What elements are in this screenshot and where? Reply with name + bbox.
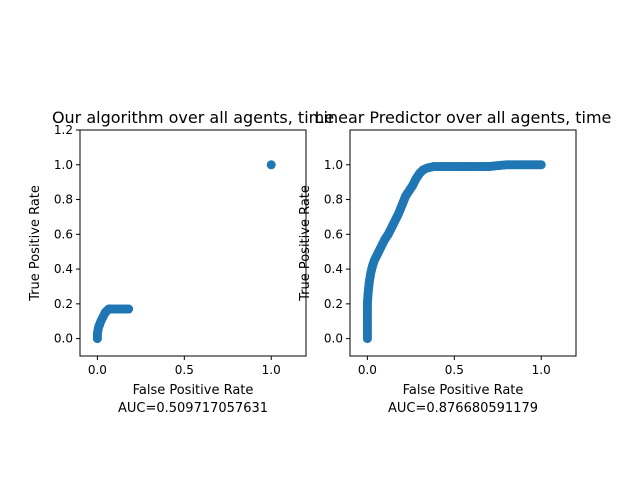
y-tick-label: 0.6	[54, 227, 73, 241]
x-axis-label: False Positive Rate	[403, 383, 524, 398]
x-tick-label: 0.5	[445, 363, 464, 377]
chart-title: Our algorithm over all agents, time	[52, 108, 334, 127]
y-tick-label: 0.8	[324, 193, 343, 207]
axes-frame	[79, 129, 307, 357]
y-tick-label: 0.4	[54, 262, 73, 276]
x-axis-ticks: 0.0 0.5 1.0	[358, 356, 551, 377]
data-point	[536, 160, 546, 170]
y-tick-label: 0.4	[324, 262, 343, 276]
y-tick-label: 1.0	[54, 158, 73, 172]
axes-frame	[349, 129, 577, 357]
plot-area	[92, 160, 276, 344]
y-axis-ticks: 0.0 0.2 0.4 0.6 0.8 1.0 1.2	[54, 123, 80, 346]
x-tick-label: 1.0	[532, 363, 551, 377]
data-point	[266, 160, 276, 170]
plot-area	[362, 160, 546, 344]
y-tick-label: 0.2	[324, 297, 343, 311]
roc-panel-linear-predictor: Linear Predictor over all agents, time 0…	[298, 108, 611, 416]
y-axis-label: True Positive Rate	[298, 185, 313, 302]
x-tick-label: 0.0	[358, 363, 377, 377]
y-tick-label: 0.0	[54, 332, 73, 346]
y-tick-label: 1.2	[54, 123, 73, 137]
y-tick-label: 1.0	[324, 158, 343, 172]
auc-label: AUC=0.876680591179	[388, 401, 538, 416]
x-axis-ticks: 0.0 0.5 1.0	[88, 356, 281, 377]
y-tick-label: 0.2	[54, 297, 73, 311]
x-axis-label: False Positive Rate	[133, 383, 254, 398]
auc-label: AUC=0.509717057631	[118, 401, 268, 416]
x-tick-label: 1.0	[262, 363, 281, 377]
y-tick-label: 0.8	[54, 193, 73, 207]
roc-panel-our-algorithm: Our algorithm over all agents, time 0.0 0…	[28, 108, 334, 416]
chart-title: Linear Predictor over all agents, time	[315, 108, 612, 127]
y-tick-label: 0.6	[324, 227, 343, 241]
data-point	[124, 304, 134, 314]
y-axis-label: True Positive Rate	[28, 185, 43, 302]
y-axis-ticks: 0.0 0.2 0.4 0.6 0.8 1.0	[324, 158, 350, 346]
y-tick-label: 0.0	[324, 332, 343, 346]
x-tick-label: 0.0	[88, 363, 107, 377]
x-tick-label: 0.5	[175, 363, 194, 377]
